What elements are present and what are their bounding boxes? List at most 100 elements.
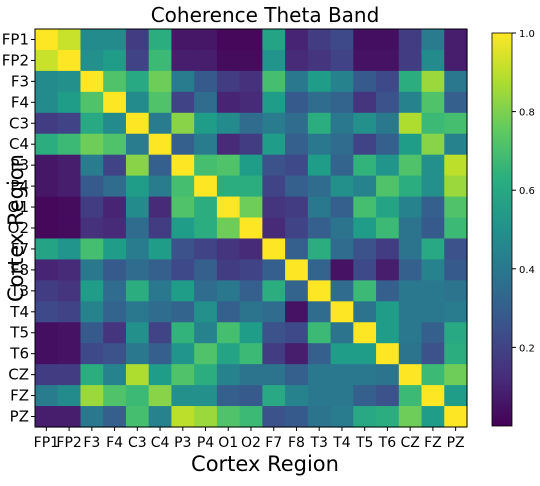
heatmap-cell	[353, 196, 377, 219]
heatmap-cell	[330, 112, 354, 135]
heatmap-cell	[148, 91, 173, 114]
heatmap-cell	[421, 217, 445, 240]
heatmap-cell	[148, 406, 173, 428]
heatmap-cell	[307, 406, 332, 428]
heatmap-cell	[376, 49, 400, 72]
heatmap-cell	[444, 364, 468, 386]
heatmap-cell	[57, 217, 82, 240]
heatmap-cell	[194, 280, 218, 302]
heatmap-cell	[353, 280, 377, 302]
heatmap-cell	[444, 343, 468, 365]
y-tick-label: T5	[9, 324, 29, 342]
heatmap-cell	[285, 112, 309, 135]
heatmap-cell	[57, 406, 82, 428]
heatmap-cell	[80, 238, 104, 261]
heatmap-cell	[307, 301, 332, 323]
heatmap-cell	[194, 217, 218, 240]
heatmap-cell	[239, 301, 263, 323]
heatmap-cell	[376, 112, 400, 135]
x-tick-label: F7	[265, 435, 282, 451]
colorbar-ticks: 0.2 0.4 0.6 0.8 1.0	[512, 29, 535, 354]
heatmap-cell	[307, 112, 332, 135]
heatmap-cell	[239, 385, 263, 407]
y-tick-label: F4	[11, 93, 29, 111]
y-tick-label: F3	[11, 72, 29, 90]
heatmap-cell	[216, 112, 241, 135]
heatmap-cell	[353, 301, 377, 323]
heatmap-cell	[80, 175, 104, 198]
heatmap-cell	[125, 29, 150, 51]
heatmap-cell	[353, 385, 377, 407]
heatmap-cell	[421, 91, 445, 114]
heatmap-cell	[330, 217, 354, 240]
heatmap-cell	[376, 280, 400, 302]
heatmap-cell	[239, 322, 263, 344]
heatmap-cell	[353, 322, 377, 344]
heatmap-cell	[125, 49, 150, 72]
heatmap-cell	[398, 70, 423, 93]
x-tick-label: P3	[174, 435, 191, 451]
heatmap-cell	[194, 343, 218, 365]
heatmap-cell	[239, 259, 263, 281]
heatmap-cell	[330, 259, 354, 281]
heatmap-cell	[398, 259, 423, 281]
colorbar-tick-label: 0.8	[519, 108, 535, 119]
heatmap-cell	[171, 301, 195, 323]
heatmap-cell	[262, 343, 286, 365]
heatmap-cell	[444, 322, 468, 344]
heatmap-cell	[171, 364, 195, 386]
heatmap-cell	[35, 133, 59, 156]
heatmap-cell	[262, 406, 286, 428]
heatmap-cell	[444, 112, 468, 135]
heatmap-cell	[444, 91, 468, 114]
heatmap-cell	[444, 385, 468, 407]
heatmap-cell	[239, 112, 263, 135]
heatmap-cell	[80, 133, 104, 156]
heatmap-cell	[353, 364, 377, 386]
heatmap-cell	[171, 217, 195, 240]
heatmap-cell	[376, 91, 400, 114]
heatmap-cell	[376, 406, 400, 428]
heatmap-cell	[194, 406, 218, 428]
heatmap-cell	[125, 217, 150, 240]
heatmap-cell	[80, 196, 104, 219]
heatmap-cell	[421, 385, 445, 407]
heatmap-cell	[125, 112, 150, 135]
heatmap-cell	[262, 364, 286, 386]
heatmap-cell	[285, 29, 309, 51]
heatmap-cell	[57, 70, 82, 93]
heatmap-cell	[35, 70, 59, 93]
heatmap-cell	[125, 91, 150, 114]
heatmap-cell	[398, 238, 423, 261]
heatmap-cell	[307, 343, 332, 365]
heatmap-cell	[285, 343, 309, 365]
heatmap-cell	[353, 175, 377, 198]
y-tick-label: O1	[8, 198, 29, 216]
heatmap-cell	[239, 175, 263, 198]
heatmap-cell	[57, 175, 82, 198]
heatmap-cell	[57, 322, 82, 344]
heatmap-cell	[376, 196, 400, 219]
heatmap-cell	[353, 343, 377, 365]
colorbar-tick-label: 0.2	[519, 343, 535, 354]
heatmap-cell	[57, 91, 82, 114]
y-tick-label: C4	[9, 135, 29, 153]
heatmap-cell	[80, 49, 104, 72]
heatmap-cell	[353, 217, 377, 240]
heatmap-cell	[80, 364, 104, 386]
heatmap-cell	[239, 196, 263, 219]
heatmap-cell	[80, 91, 104, 114]
heatmap-cell	[216, 238, 241, 261]
heatmap-cell	[103, 280, 127, 302]
heatmap-cell	[171, 154, 195, 177]
heatmap-cell	[80, 259, 104, 281]
heatmap-cell	[285, 259, 309, 281]
heatmap-cell	[125, 280, 150, 302]
heatmap-cell	[216, 364, 241, 386]
heatmap-cell	[125, 322, 150, 344]
heatmap-cell	[285, 70, 309, 93]
y-axis-label: Cortex Region	[4, 154, 28, 302]
x-tick-label: T5	[355, 435, 373, 451]
heatmap-cell	[307, 217, 332, 240]
